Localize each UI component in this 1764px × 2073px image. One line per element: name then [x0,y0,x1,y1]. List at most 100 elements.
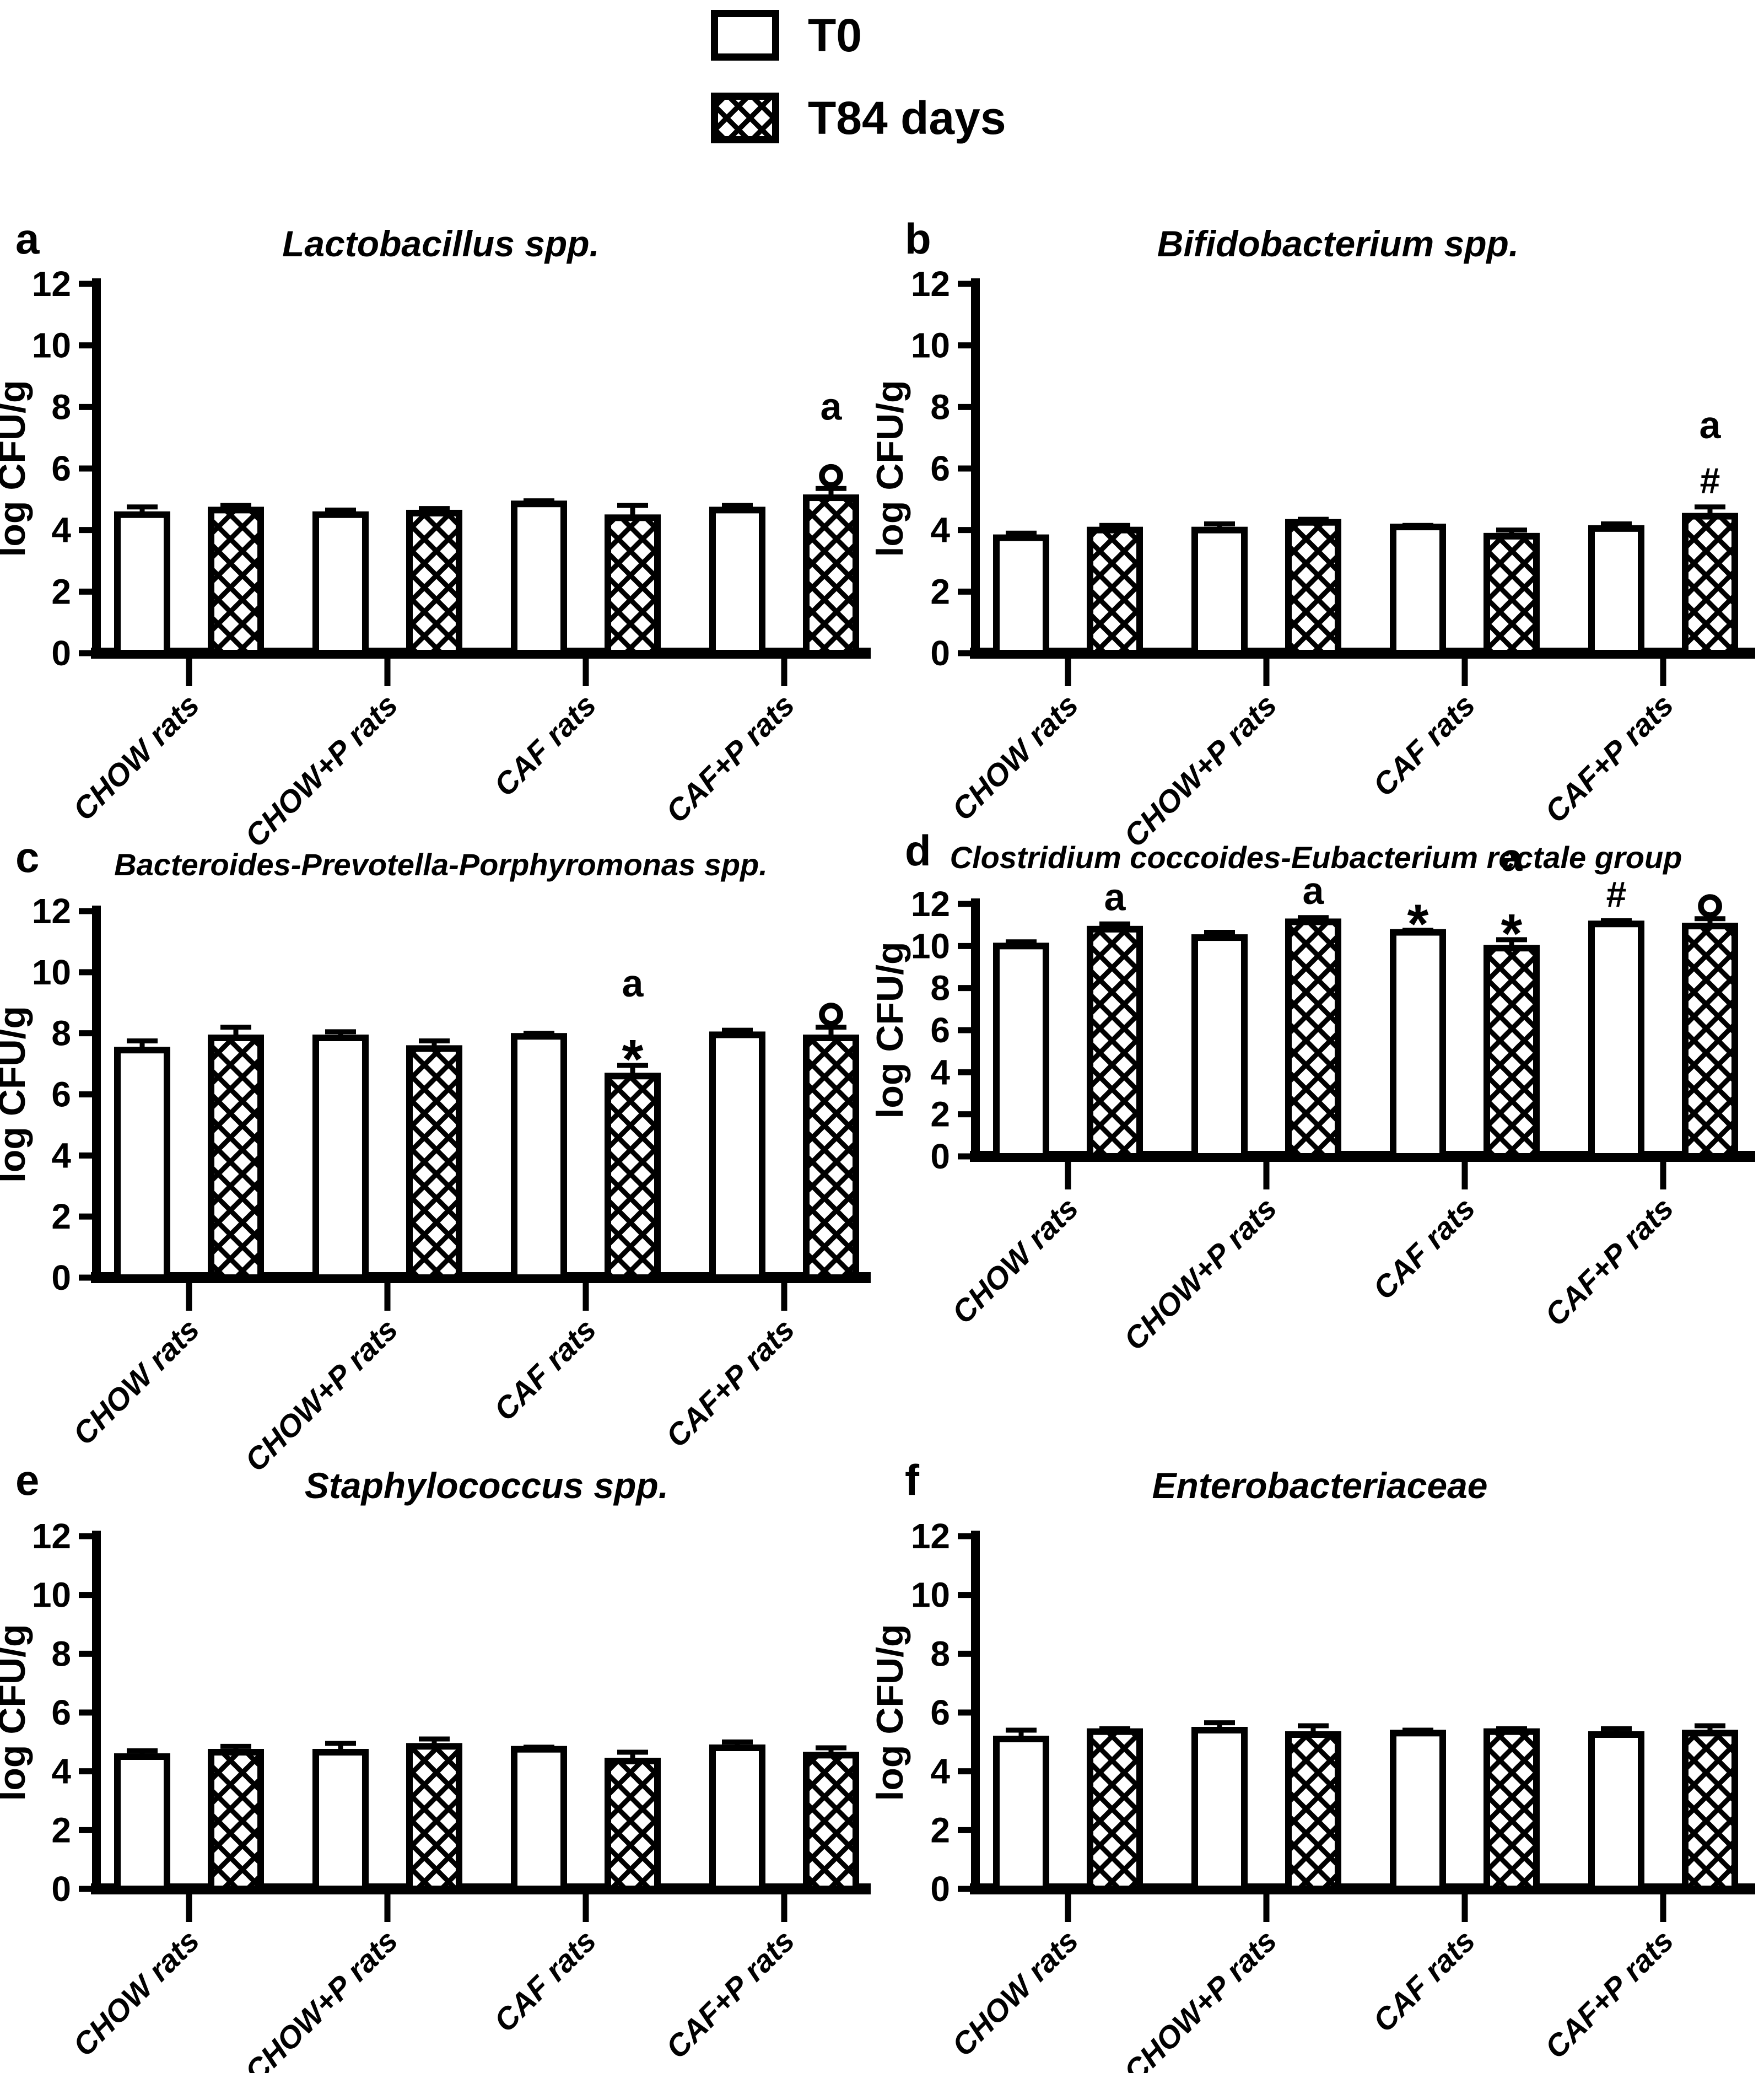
x-tick-label: CHOW rats [945,687,1085,827]
x-tick-label: CHOW+P rats [238,1923,404,2073]
panel-d: d Clostridium coccoides-Eubacterium recta… [869,826,1755,1357]
bar-t84-chow-rats [208,1749,264,1892]
y-tick-label: 2 [930,1095,950,1134]
y-tick-label: 12 [32,891,71,931]
y-tick-label: 8 [51,387,71,427]
significance-marker: a [1700,403,1722,446]
x-tick-label: CAF+P rats [1538,687,1680,830]
significance-marker: a [821,385,843,428]
y-tick-label: 10 [32,952,71,992]
y-tick-label: 0 [930,633,950,673]
bar-t0-chow-rats [114,1047,170,1281]
bar-t0-caf-rats [511,1746,567,1893]
significance-marker: a [1501,836,1523,879]
bar-t84-chow-p-rats [1285,519,1341,656]
bar-t0-caf-p-rats [1588,920,1644,1160]
legend-item-t0: T0 [711,10,1006,61]
x-tick-label: CHOW rats [66,1923,206,2063]
x-tick-label: CAF+P rats [659,1923,801,2065]
x-tick-label: CHOW+P rats [1117,1923,1283,2073]
y-tick-label: 12 [32,1516,71,1556]
x-tick-label: CHOW rats [945,1191,1085,1331]
x-tick-label: CAF rats [1366,687,1482,803]
y-tick-label: 10 [911,926,950,966]
panel-a: a Lactobacillus spp. log CFU/g 0 2 4 6 8 10 12 CHO… [0,214,871,854]
significance-marker: # [1606,874,1627,915]
panel-letter: d [905,826,931,875]
legend-label-t84: T84 days [808,92,1006,144]
bar-t0-caf-p-rats [1588,525,1644,656]
significance-marker: a [622,962,644,1005]
y-tick-label: 12 [911,884,950,924]
x-tick-label: CAF rats [1366,1191,1482,1306]
x-tick-label: CAF+P rats [659,1312,801,1454]
y-tick-label: 2 [51,1197,71,1236]
legend: T0 T84 days [711,10,1006,143]
crosshatch-bar-swatch-icon [711,93,779,143]
y-tick-label: 8 [51,1634,71,1673]
bar-t0-caf-p-rats [709,1031,765,1281]
y-tick-label: 8 [930,1634,950,1673]
bar-t0-chow-p-rats [1191,526,1248,657]
y-tick-label: 8 [930,968,950,1008]
bar-t0-chow-p-rats [1191,934,1248,1160]
bar-t84-caf-p-rats [1682,513,1738,657]
y-tick-label: 6 [51,1693,71,1732]
bar-t0-chow-p-rats [1191,1727,1248,1892]
bar-t84-chow-p-rats [406,1743,462,1892]
panel-f: f Enterobacteriaceae log CFU/g 0 2 4 6 8 10 12 CHO… [869,1456,1755,2073]
bar-t0-caf-rats [1390,1730,1446,1892]
y-axis-label: log CFU/g [869,1624,911,1801]
panel-letter: f [905,1456,920,1504]
x-tick-label: CHOW+P rats [1117,1191,1283,1357]
bar-t84-caf-p-rats [803,1752,859,1892]
legend-label-t0: T0 [808,9,862,61]
significance-marker: # [1700,460,1720,501]
bar-t84-chow-rats [208,507,264,656]
bar-t84-caf-rats [605,1073,661,1281]
y-tick-label: 4 [930,510,950,550]
bar-t84-caf-rats [1484,1728,1540,1893]
bar-t0-chow-rats [114,1753,170,1892]
x-tick-label: CAF rats [487,1312,603,1428]
bar-t84-chow-rats [1087,526,1143,657]
y-tick-label: 4 [930,1752,950,1791]
panel-letter: c [15,833,39,881]
x-tick-label: CAF rats [1366,1923,1482,2039]
y-tick-label: 6 [930,1010,950,1050]
bar-t84-caf-rats [605,1758,661,1892]
y-tick-label: 12 [911,1516,950,1556]
panel-e: e Staphylococcus spp. log CFU/g 0 2 4 6 8 10 12 CH… [0,1456,871,2073]
panel-title: Enterobacteriaceae [1152,1465,1488,1506]
panel-title: Clostridium coccoides-Eubacterium rectal… [950,840,1682,875]
y-tick-label: 4 [930,1052,950,1092]
x-tick-label: CAF+P rats [659,687,801,830]
bar-t0-chow-rats [993,1736,1049,1892]
significance-marker: a [1104,875,1126,918]
panel-title: Staphylococcus spp. [305,1465,668,1506]
significance-marker: a [1303,869,1325,912]
y-tick-label: 0 [51,633,71,673]
y-axis-label: log CFU/g [869,941,911,1118]
y-tick-label: 10 [911,326,950,365]
y-axis-label: log CFU/g [0,1624,33,1801]
bar-t0-chow-rats [993,943,1049,1160]
y-tick-label: 6 [930,1693,950,1732]
significance-marker: * [1407,893,1429,955]
significance-marker: ° [816,448,846,534]
x-tick-label: CAF rats [487,1923,603,2039]
y-tick-label: 12 [911,264,950,304]
bar-t0-caf-p-rats [1588,1731,1644,1892]
y-tick-label: 6 [51,449,71,488]
bar-t84-chow-p-rats [1285,1731,1341,1892]
bar-t84-caf-p-rats [1682,923,1738,1160]
bar-t84-chow-p-rats [1285,918,1341,1160]
panel-title: Lactobacillus spp. [282,223,600,264]
bar-t84-chow-p-rats [406,509,462,656]
panel-letter: e [15,1456,39,1504]
y-tick-label: 2 [930,572,950,611]
bar-t84-caf-p-rats [803,1034,859,1281]
y-tick-label: 0 [51,1258,71,1297]
bar-t84-caf-p-rats [803,494,859,657]
y-tick-label: 2 [51,572,71,611]
